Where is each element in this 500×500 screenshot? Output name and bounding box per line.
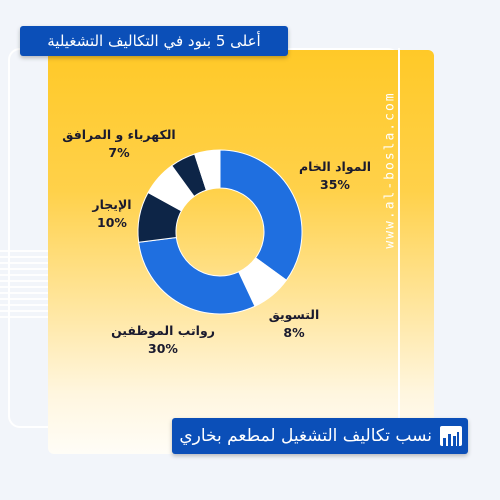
chart-title: أعلى 5 بنود في التكاليف التشغيلية [20,26,288,56]
slice-name: التسويق [268,307,320,322]
slice-value: 30% [148,341,178,356]
slice-value: 8% [283,325,305,340]
slice-name: رواتب الموظفين [111,323,215,338]
slice-label-electricity: الكهرباء و المرافق 7% [58,126,180,162]
vertical-divider-line [398,48,400,428]
slice-value: 10% [97,215,127,230]
slice-name: المواد الخام [298,159,372,174]
footer-caption: نسب تكاليف التشغيل لمطعم بخاري [179,426,432,446]
slice-label-raw-materials: المواد الخام 35% [290,158,380,194]
slice-name: الإيجار [92,197,132,212]
slice-label-salaries: رواتب الموظفين 30% [104,322,222,358]
footer-caption-box: نسب تكاليف التشغيل لمطعم بخاري [172,418,468,454]
donut-slice-0 [219,149,303,281]
slice-value: 35% [320,177,350,192]
chart-card [48,50,434,454]
slice-label-rent: الإيجار 10% [80,196,144,232]
bar-chart-icon [440,426,462,446]
slice-label-marketing: التسويق 8% [252,306,336,342]
donut-slice-2 [138,236,256,315]
slice-value: 7% [108,145,130,160]
donut-slice-6 [194,149,221,191]
slice-name: الكهرباء و المرافق [62,127,176,142]
